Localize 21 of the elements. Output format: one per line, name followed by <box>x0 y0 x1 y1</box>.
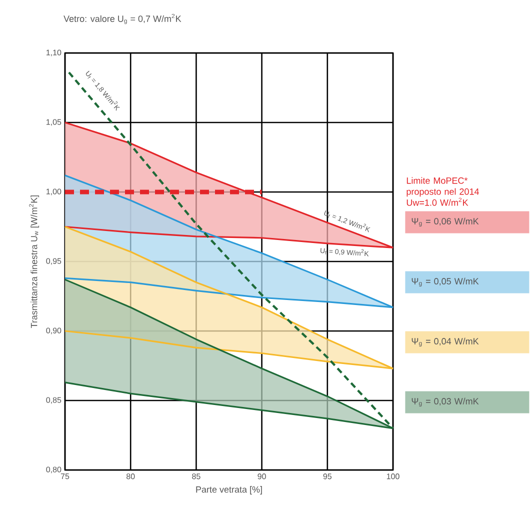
y-tick-label: 1,00 <box>46 188 62 196</box>
text: Ψ$_{g}$ = 0,04 W/mK <box>412 338 479 347</box>
y-tick-label: 0,95 <box>46 258 62 265</box>
y-tick-label: 1,10 <box>46 50 62 56</box>
x-tick-label: 85 <box>192 474 200 480</box>
y-tick-label: 0,90 <box>46 328 62 334</box>
x-axis-title: Parte vetrata [%] <box>196 486 262 494</box>
x-tick-label: 100 <box>386 474 400 480</box>
y-tick-label: 0,85 <box>46 397 62 404</box>
y-axis-title: Trasmittanza finestra U$_{w}$ [W/m$^{2}$K] <box>29 195 40 328</box>
text: Ψ$_{g}$ = 0,06 W/mK <box>412 218 479 227</box>
y-tick-label: 0,80 <box>46 466 62 474</box>
text: Ψ$_{g}$ = 0,03 W/mK <box>412 398 479 407</box>
x-tick-label: 80 <box>126 474 135 480</box>
x-tick-label: 75 <box>60 474 70 480</box>
text: Limite MoPEC* proposto nel 2014 Uw=1.0 W/m$^{2}$K <box>406 177 479 206</box>
x-tick-label: 90 <box>258 474 266 480</box>
text: Ψ$_{g}$ = 0,05 W/mK <box>412 278 479 287</box>
y-tick-label: 1,05 <box>46 119 62 126</box>
x-tick-label: 95 <box>323 474 332 480</box>
chart-title: Vetro: valore U$_{g}$ = 0,7 W/m$^{2}$K <box>64 14 182 24</box>
